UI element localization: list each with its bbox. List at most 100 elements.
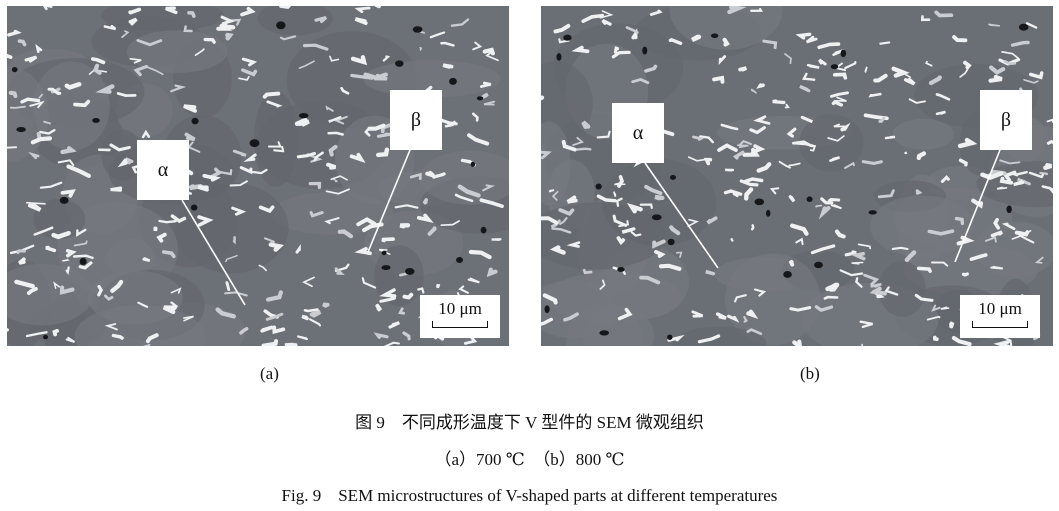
beta-phase (799, 84, 811, 93)
beta-phase (1046, 118, 1053, 123)
beta-phase (170, 214, 187, 224)
beta-phase (806, 63, 820, 69)
beta-phase (26, 286, 38, 296)
beta-phase (128, 7, 142, 15)
beta-phase (266, 100, 283, 108)
beta-phase (240, 6, 256, 17)
beta-phase (328, 144, 338, 157)
beta-phase (238, 75, 250, 81)
pore (595, 183, 602, 190)
beta-phase (851, 261, 864, 265)
beta-phase (97, 284, 104, 297)
beta-phase (817, 42, 841, 50)
panel-label-b: (b) (800, 364, 820, 383)
pore (190, 204, 198, 211)
beta-phase (561, 139, 577, 152)
beta-phase (993, 339, 1013, 346)
beta-phase (308, 318, 322, 327)
beta-phase (738, 139, 752, 147)
beta-phase (915, 189, 923, 195)
beta-phase (548, 189, 555, 193)
beta-phase (482, 47, 495, 56)
beta-phase (224, 291, 248, 297)
beta-phase (834, 229, 846, 239)
pore (830, 64, 839, 70)
beta-phase (703, 157, 713, 166)
beta-phase (38, 93, 43, 99)
beta-phase (596, 194, 617, 203)
grain (374, 245, 424, 307)
beta-phase (197, 185, 209, 192)
grain (106, 238, 155, 277)
beta-phase (425, 170, 435, 178)
beta-phase (486, 267, 498, 278)
beta-phase (144, 65, 164, 76)
beta-phase (260, 325, 274, 333)
pore (381, 250, 387, 256)
beta-phase (203, 37, 216, 44)
beta-phase (273, 145, 285, 153)
beta-phase (308, 181, 322, 190)
pore (276, 21, 286, 30)
beta-phase (429, 31, 446, 39)
beta-phase (789, 306, 812, 312)
beta-phase (65, 336, 76, 343)
beta-phase (611, 50, 631, 59)
beta-phase (618, 220, 630, 228)
beta-phase (613, 46, 620, 54)
beta-phase (279, 6, 291, 9)
beta-phase (612, 214, 628, 227)
beta-phase (903, 77, 916, 86)
beta-phase (791, 140, 813, 148)
beta-phase (675, 251, 683, 258)
beta-phase (1011, 230, 1032, 240)
beta-phase (1013, 180, 1025, 187)
beta-phase (7, 29, 22, 37)
beta-phase (1034, 256, 1044, 264)
beta-phase (52, 328, 59, 337)
beta-phase (756, 162, 772, 173)
beta-phase (78, 261, 93, 270)
beta-phase (959, 68, 969, 78)
beta-phase (877, 189, 895, 199)
beta-phase (454, 193, 474, 203)
beta-phase (954, 216, 965, 226)
beta-phase (1028, 71, 1044, 80)
beta-phase (630, 231, 642, 237)
beta-phase (957, 137, 978, 149)
beta-phase (267, 141, 282, 148)
beta-phase (691, 34, 702, 43)
beta-phase (51, 230, 71, 240)
beta-phase (298, 60, 315, 69)
beta-phase (617, 307, 633, 321)
beta-phase (183, 25, 193, 33)
beta-phase (621, 227, 636, 234)
beta-phase (116, 92, 137, 97)
beta-phase (864, 66, 868, 73)
beta-phase (60, 189, 76, 198)
beta-phase (839, 269, 864, 277)
beta-phase (440, 220, 460, 227)
beta-phase (1041, 185, 1053, 192)
grain (7, 263, 93, 326)
beta-phase (356, 217, 377, 227)
beta-phase (861, 160, 883, 165)
beta-phase (935, 93, 951, 101)
grain (126, 30, 228, 73)
beta-phase (746, 309, 759, 320)
scale-bar: 10 μm (960, 295, 1040, 338)
beta-phase (884, 135, 896, 140)
beta-phase (129, 57, 142, 64)
beta-phase (1018, 234, 1035, 244)
beta-phase (73, 99, 91, 108)
pore (544, 305, 550, 314)
beta-phase (1028, 171, 1044, 179)
beta-phase (197, 215, 214, 227)
beta-phase (788, 162, 801, 167)
beta-phase (66, 164, 92, 178)
pore (642, 46, 648, 55)
beta-phase (27, 202, 42, 212)
leader-line (367, 149, 411, 253)
beta-phase (440, 41, 455, 47)
beta-phase (1010, 40, 1030, 47)
